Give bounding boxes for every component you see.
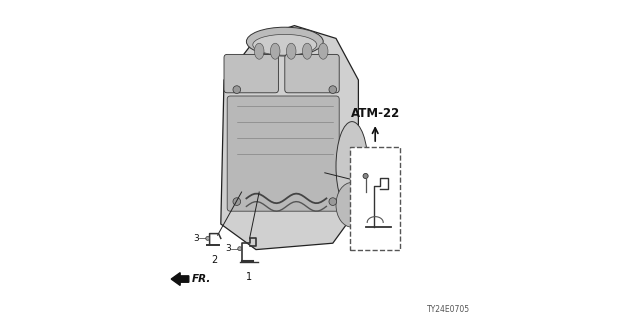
Text: 2: 2 xyxy=(211,255,218,265)
Ellipse shape xyxy=(253,35,317,55)
Ellipse shape xyxy=(336,182,368,227)
FancyBboxPatch shape xyxy=(227,96,339,211)
Ellipse shape xyxy=(303,43,312,59)
Text: ATM-22: ATM-22 xyxy=(351,107,400,120)
Ellipse shape xyxy=(287,43,296,59)
Circle shape xyxy=(363,173,368,179)
FancyBboxPatch shape xyxy=(285,54,339,93)
Circle shape xyxy=(329,86,337,93)
Circle shape xyxy=(329,198,337,205)
Circle shape xyxy=(233,198,241,205)
Bar xyxy=(351,147,400,250)
Ellipse shape xyxy=(336,122,368,211)
Ellipse shape xyxy=(319,43,328,59)
FancyBboxPatch shape xyxy=(224,54,278,93)
Text: 1: 1 xyxy=(246,272,252,282)
Text: 3: 3 xyxy=(225,244,231,253)
Text: FR.: FR. xyxy=(192,274,211,284)
Circle shape xyxy=(238,247,242,251)
Circle shape xyxy=(233,86,241,93)
Ellipse shape xyxy=(270,43,280,59)
Text: 3: 3 xyxy=(193,234,199,243)
Ellipse shape xyxy=(246,27,323,56)
Text: TY24E0705: TY24E0705 xyxy=(428,305,470,314)
PathPatch shape xyxy=(221,26,358,250)
FancyArrow shape xyxy=(172,273,189,285)
Ellipse shape xyxy=(254,43,264,59)
Circle shape xyxy=(206,236,210,240)
